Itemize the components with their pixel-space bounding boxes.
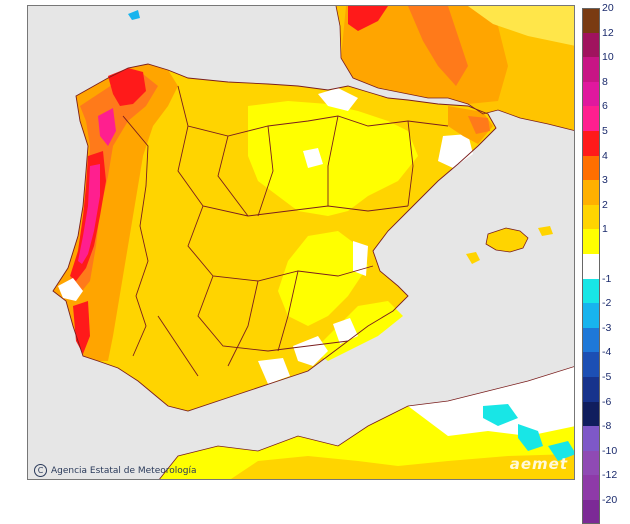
legend-item: -1 xyxy=(582,273,630,304)
legend-swatch xyxy=(582,352,600,377)
map-canvas xyxy=(28,6,574,479)
legend-label: -5 xyxy=(602,370,612,383)
legend-swatch xyxy=(582,401,600,427)
legend-label: 5 xyxy=(602,124,608,137)
legend-label: 3 xyxy=(602,174,608,187)
legend-label: -12 xyxy=(602,469,618,482)
legend-label: -4 xyxy=(602,346,612,359)
legend-item: -2 xyxy=(582,297,630,328)
legend-label: 4 xyxy=(602,149,608,162)
legend-swatch xyxy=(582,32,600,58)
balearic-islands xyxy=(486,228,528,252)
north-africa-region xyxy=(159,366,574,479)
legend-item: -10 xyxy=(582,445,630,476)
legend-label: 12 xyxy=(602,26,614,39)
legend-label: -3 xyxy=(602,321,612,334)
legend-item: -12 xyxy=(582,469,630,500)
legend-swatch xyxy=(582,180,600,205)
legend-item: -6 xyxy=(582,396,630,427)
legend-item: -20 xyxy=(582,494,630,524)
legend-swatch xyxy=(582,130,600,156)
legend-swatch xyxy=(582,426,600,451)
credit-text: Agencia Estatal de Meteorología xyxy=(51,465,197,476)
legend-item: 1 xyxy=(582,223,630,254)
legend-swatch xyxy=(582,57,600,82)
legend-swatch xyxy=(582,81,600,107)
legend-swatch xyxy=(582,499,600,524)
legend-item: 3 xyxy=(582,174,630,205)
legend-swatch xyxy=(582,8,600,33)
legend-label: 10 xyxy=(602,51,614,64)
region-borders xyxy=(52,63,497,412)
legend-swatch xyxy=(582,278,600,304)
legend-item: 2 xyxy=(582,199,630,230)
legend-label: 20 xyxy=(602,2,614,14)
legend-swatch xyxy=(582,376,600,402)
legend-item: -8 xyxy=(582,420,630,451)
legend-label: 8 xyxy=(602,75,608,88)
legend-item: -4 xyxy=(582,346,630,377)
color-legend: 20 12 10 8 6 5 4 3 2 1 -1 -2 -3 -4 -5 -6 -8 -10 -12 -20 xyxy=(582,2,630,524)
legend-swatch xyxy=(582,253,600,279)
legend-swatch xyxy=(582,303,600,328)
legend-label: -8 xyxy=(602,420,612,433)
legend-item: 12 xyxy=(582,27,630,58)
legend-label: -6 xyxy=(602,395,612,408)
legend-label: 2 xyxy=(602,198,608,211)
legend-item: 4 xyxy=(582,150,630,181)
anomaly-map xyxy=(27,5,575,480)
legend-swatch xyxy=(582,475,600,500)
legend-item: 5 xyxy=(582,125,630,156)
legend-swatch xyxy=(582,204,600,230)
aemet-watermark: aemet xyxy=(509,455,568,473)
legend-label: -10 xyxy=(602,444,618,457)
legend-swatch xyxy=(582,155,600,181)
legend-swatch xyxy=(582,450,600,476)
legend-label: -1 xyxy=(602,272,612,285)
legend-label: -2 xyxy=(602,297,612,310)
legend-item: -5 xyxy=(582,371,630,402)
legend-swatch xyxy=(582,229,600,254)
legend-swatch xyxy=(582,327,600,353)
legend-item: 20 xyxy=(582,2,630,33)
legend-item: 6 xyxy=(582,100,630,131)
legend-item: 8 xyxy=(582,76,630,107)
legend-item: 10 xyxy=(582,51,630,82)
credit-label: C Agencia Estatal de Meteorología xyxy=(34,464,197,477)
copyright-icon: C xyxy=(34,464,47,477)
legend-swatch xyxy=(582,106,600,131)
legend-item xyxy=(582,253,630,279)
legend-item: -3 xyxy=(582,322,630,353)
legend-label: 6 xyxy=(602,100,608,113)
legend-label: 1 xyxy=(602,223,608,236)
